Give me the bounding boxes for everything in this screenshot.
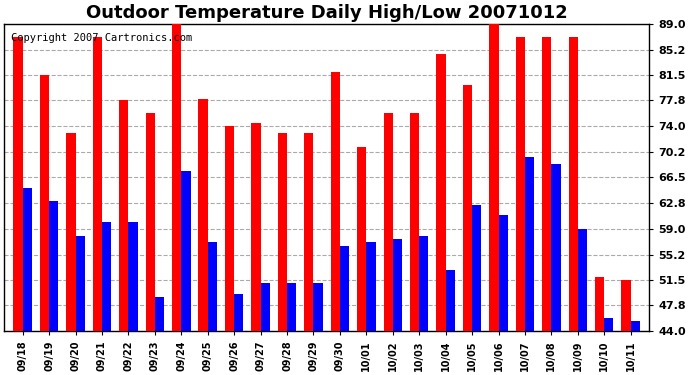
- Bar: [595, 276, 604, 331]
- Bar: [340, 246, 349, 331]
- Bar: [569, 38, 578, 331]
- Bar: [446, 270, 455, 331]
- Bar: [119, 100, 128, 331]
- Bar: [234, 294, 244, 331]
- Bar: [75, 236, 85, 331]
- Bar: [40, 75, 49, 331]
- Bar: [261, 284, 270, 331]
- Bar: [225, 126, 234, 331]
- Bar: [631, 321, 640, 331]
- Bar: [357, 147, 366, 331]
- Bar: [313, 284, 323, 331]
- Bar: [49, 201, 59, 331]
- Bar: [199, 99, 208, 331]
- Bar: [622, 280, 631, 331]
- Bar: [304, 133, 313, 331]
- Bar: [23, 188, 32, 331]
- Bar: [551, 164, 560, 331]
- Bar: [393, 239, 402, 331]
- Text: Copyright 2007 Cartronics.com: Copyright 2007 Cartronics.com: [10, 33, 192, 43]
- Bar: [92, 38, 102, 331]
- Bar: [128, 222, 138, 331]
- Bar: [102, 222, 111, 331]
- Bar: [366, 242, 375, 331]
- Bar: [146, 112, 155, 331]
- Bar: [278, 133, 287, 331]
- Bar: [489, 24, 498, 331]
- Bar: [66, 133, 75, 331]
- Bar: [578, 229, 587, 331]
- Title: Outdoor Temperature Daily High/Low 20071012: Outdoor Temperature Daily High/Low 20071…: [86, 4, 568, 22]
- Bar: [251, 123, 261, 331]
- Bar: [472, 205, 482, 331]
- Bar: [498, 215, 508, 331]
- Bar: [420, 236, 428, 331]
- Bar: [436, 54, 446, 331]
- Bar: [410, 112, 420, 331]
- Bar: [172, 24, 181, 331]
- Bar: [155, 297, 164, 331]
- Bar: [515, 38, 525, 331]
- Bar: [542, 38, 551, 331]
- Bar: [384, 112, 393, 331]
- Bar: [208, 242, 217, 331]
- Bar: [604, 318, 613, 331]
- Bar: [463, 85, 472, 331]
- Bar: [287, 284, 296, 331]
- Bar: [13, 38, 23, 331]
- Bar: [331, 72, 340, 331]
- Bar: [525, 157, 534, 331]
- Bar: [181, 171, 190, 331]
